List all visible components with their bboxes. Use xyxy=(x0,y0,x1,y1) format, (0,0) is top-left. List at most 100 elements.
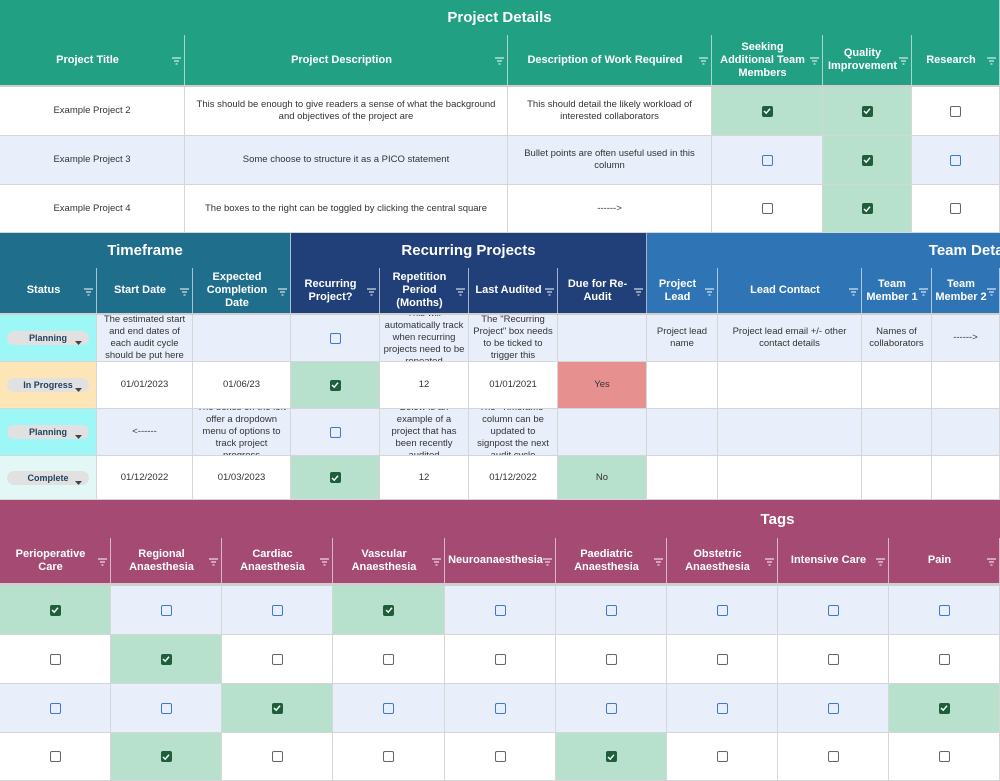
checkbox[interactable] xyxy=(383,702,394,714)
column-title: Pain xyxy=(927,554,952,566)
filter-icon[interactable] xyxy=(545,287,554,300)
checkbox[interactable] xyxy=(605,702,617,714)
checkbox[interactable] xyxy=(494,653,506,665)
checkbox[interactable] xyxy=(716,604,728,616)
filter-icon[interactable] xyxy=(180,287,189,300)
checkbox[interactable] xyxy=(761,105,773,117)
checkbox[interactable] xyxy=(716,751,728,762)
checkbox[interactable] xyxy=(329,472,341,483)
column-header: Last Audited xyxy=(469,268,558,313)
checkbox[interactable] xyxy=(950,203,961,214)
status-dropdown[interactable]: Planning xyxy=(7,331,89,345)
checkbox[interactable] xyxy=(271,604,283,616)
checkbox[interactable] xyxy=(938,702,950,714)
filter-icon[interactable] xyxy=(765,557,774,570)
column-header: Neuroanaesthesia xyxy=(445,538,556,583)
checkbox[interactable] xyxy=(605,751,617,762)
checkbox[interactable] xyxy=(49,653,61,665)
filter-icon[interactable] xyxy=(987,287,996,300)
column-header: Regional Anaesthesia xyxy=(111,538,222,583)
checkbox[interactable] xyxy=(329,426,341,438)
checkbox[interactable] xyxy=(383,653,394,665)
checkbox[interactable] xyxy=(861,154,873,166)
checkbox[interactable] xyxy=(761,154,773,166)
checkbox[interactable] xyxy=(160,604,172,616)
filter-icon[interactable] xyxy=(172,56,181,69)
checkbox[interactable] xyxy=(938,751,950,762)
filter-icon[interactable] xyxy=(84,287,93,300)
cell xyxy=(823,136,912,185)
cell xyxy=(111,586,222,635)
filter-icon[interactable] xyxy=(98,557,107,570)
checkbox[interactable] xyxy=(827,604,839,616)
checkbox[interactable] xyxy=(716,702,728,714)
column-title: Seeking Additional Team Members xyxy=(720,40,805,79)
cell: In Progress xyxy=(0,362,97,409)
filter-icon[interactable] xyxy=(987,56,996,69)
checkbox[interactable] xyxy=(827,653,839,665)
column-header: Status xyxy=(0,268,97,313)
checkbox[interactable] xyxy=(49,604,61,616)
checkbox[interactable] xyxy=(938,604,950,616)
column-title: Repetition Period (Months) xyxy=(392,271,447,309)
checkbox[interactable] xyxy=(160,653,172,665)
filter-icon[interactable] xyxy=(987,557,996,570)
checkbox[interactable] xyxy=(950,154,961,166)
checkbox[interactable] xyxy=(49,702,61,714)
cell xyxy=(718,362,862,409)
checkbox[interactable] xyxy=(160,751,172,762)
checkbox[interactable] xyxy=(716,653,728,665)
checkbox[interactable] xyxy=(494,604,506,616)
checkbox[interactable] xyxy=(950,105,961,117)
cell: Example Project 2 xyxy=(0,87,185,136)
checkbox[interactable] xyxy=(605,604,617,616)
filter-icon[interactable] xyxy=(278,287,287,300)
checkbox[interactable] xyxy=(160,702,172,714)
checkbox[interactable] xyxy=(271,751,283,762)
filter-icon[interactable] xyxy=(320,557,329,570)
checkbox[interactable] xyxy=(329,379,341,391)
cell xyxy=(222,733,333,781)
column-header: Research xyxy=(912,35,1000,85)
status-dropdown[interactable]: Complete xyxy=(7,470,89,485)
checkbox[interactable] xyxy=(761,203,773,214)
checkbox[interactable] xyxy=(605,653,617,665)
status-dropdown[interactable]: In Progress xyxy=(7,378,89,392)
cell: The estimated start and end dates of eac… xyxy=(97,315,193,362)
filter-icon[interactable] xyxy=(495,56,504,69)
checkbox[interactable] xyxy=(861,105,873,117)
cell xyxy=(333,635,445,684)
filter-icon[interactable] xyxy=(705,287,714,300)
column-header: Team Member 1 xyxy=(862,268,932,313)
checkbox[interactable] xyxy=(827,702,839,714)
filter-icon[interactable] xyxy=(919,287,928,300)
filter-icon[interactable] xyxy=(810,56,819,69)
checkbox[interactable] xyxy=(861,203,873,214)
checkbox[interactable] xyxy=(383,604,394,616)
checkbox[interactable] xyxy=(494,702,506,714)
checkbox[interactable] xyxy=(938,653,950,665)
checkbox[interactable] xyxy=(329,332,341,344)
checkbox[interactable] xyxy=(383,751,394,762)
filter-icon[interactable] xyxy=(876,557,885,570)
filter-icon[interactable] xyxy=(654,557,663,570)
checkbox[interactable] xyxy=(49,751,61,762)
cell xyxy=(718,409,862,456)
checkbox[interactable] xyxy=(827,751,839,762)
filter-icon[interactable] xyxy=(432,557,441,570)
filter-icon[interactable] xyxy=(209,557,218,570)
cell xyxy=(889,684,1000,733)
filter-icon[interactable] xyxy=(634,287,643,300)
filter-icon[interactable] xyxy=(367,287,376,300)
filter-icon[interactable] xyxy=(456,287,465,300)
filter-icon[interactable] xyxy=(849,287,858,300)
status-dropdown[interactable]: Planning xyxy=(7,425,89,439)
filter-icon[interactable] xyxy=(699,56,708,69)
checkbox[interactable] xyxy=(271,702,283,714)
cell: Example Project 4 xyxy=(0,185,185,233)
checkbox[interactable] xyxy=(271,653,283,665)
filter-icon[interactable] xyxy=(899,56,908,69)
cell xyxy=(291,362,380,409)
checkbox[interactable] xyxy=(494,751,506,762)
filter-icon[interactable] xyxy=(543,557,552,570)
